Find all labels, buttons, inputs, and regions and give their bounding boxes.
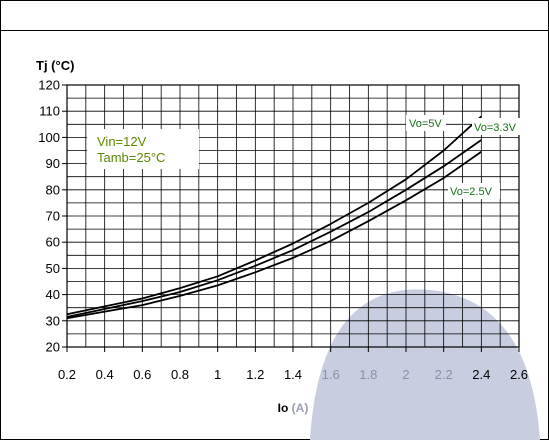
watermark-shape — [310, 289, 540, 440]
plot-area-border — [66, 84, 520, 348]
x-axis-title-unit: (A) — [288, 401, 308, 415]
y-tick-label: 90 — [46, 156, 60, 171]
conditions-box — [87, 129, 199, 169]
y-tick-label: 30 — [46, 313, 60, 328]
x-tick-label: 1 — [214, 367, 221, 382]
x-tick-label: 0.8 — [171, 367, 189, 382]
x-tick-label: 1.8 — [359, 367, 377, 382]
series-label-3v3: Vo=3.3V — [474, 122, 517, 134]
x-tick-label: 0.6 — [133, 367, 151, 382]
y-tick-label: 100 — [38, 130, 60, 145]
series-line-0 — [66, 115, 482, 316]
y-tick-label: 60 — [46, 235, 60, 250]
y-tick-label: 20 — [46, 340, 60, 355]
x-tick-label: 2.2 — [435, 367, 453, 382]
label-bg-2v5 — [448, 183, 500, 199]
y-axis-title: Tj (°C) — [36, 58, 74, 73]
y-tick-labels: 20 30 40 50 60 70 80 90 100 110 120 — [38, 78, 60, 355]
series-line-2 — [66, 151, 482, 320]
y-tick-label: 80 — [46, 182, 60, 197]
x-tick-label: 0.2 — [58, 367, 76, 382]
label-bg-3v3 — [472, 118, 528, 135]
series-label-5v: Vo=5V — [409, 118, 442, 130]
y-tick-label: 120 — [38, 78, 60, 93]
label-bg-5v — [406, 115, 446, 131]
x-tick-label: 2.4 — [472, 367, 490, 382]
series-label-2v5: Vo=2.5V — [450, 186, 493, 198]
x-tick-label: 1.4 — [284, 367, 302, 382]
conditions-annotation: Vin=12V Tamb=25°C — [87, 129, 199, 169]
x-tick-label: 2.6 — [510, 367, 528, 382]
x-tick-labels: 0.2 0.4 0.6 0.8 1 1.2 1.4 1.6 1.8 2 2.2 2.4 2.6 — [58, 367, 528, 382]
x-tick-label: 2 — [402, 367, 409, 382]
x-axis-title-main: Io — [278, 401, 289, 415]
y-tick-label: 110 — [39, 104, 60, 119]
y-tick-label: 70 — [46, 209, 60, 224]
x-tick-label: 0.4 — [96, 367, 114, 382]
series-line-1 — [66, 139, 482, 318]
y-tick-label: 50 — [46, 261, 60, 276]
y-tick-label: 40 — [46, 287, 60, 302]
x-tick-label: 1.6 — [322, 367, 340, 382]
chart-series — [66, 115, 482, 320]
condition-tamb: Tamb=25°C — [97, 150, 165, 165]
x-axis-title: Io (A) — [278, 401, 309, 415]
chart-grid — [62, 84, 520, 352]
condition-vin: Vin=12V — [97, 134, 147, 149]
series-labels: Vo=5V Vo=3.3V Vo=2.5V — [406, 115, 528, 199]
x-tick-label: 1.2 — [246, 367, 264, 382]
